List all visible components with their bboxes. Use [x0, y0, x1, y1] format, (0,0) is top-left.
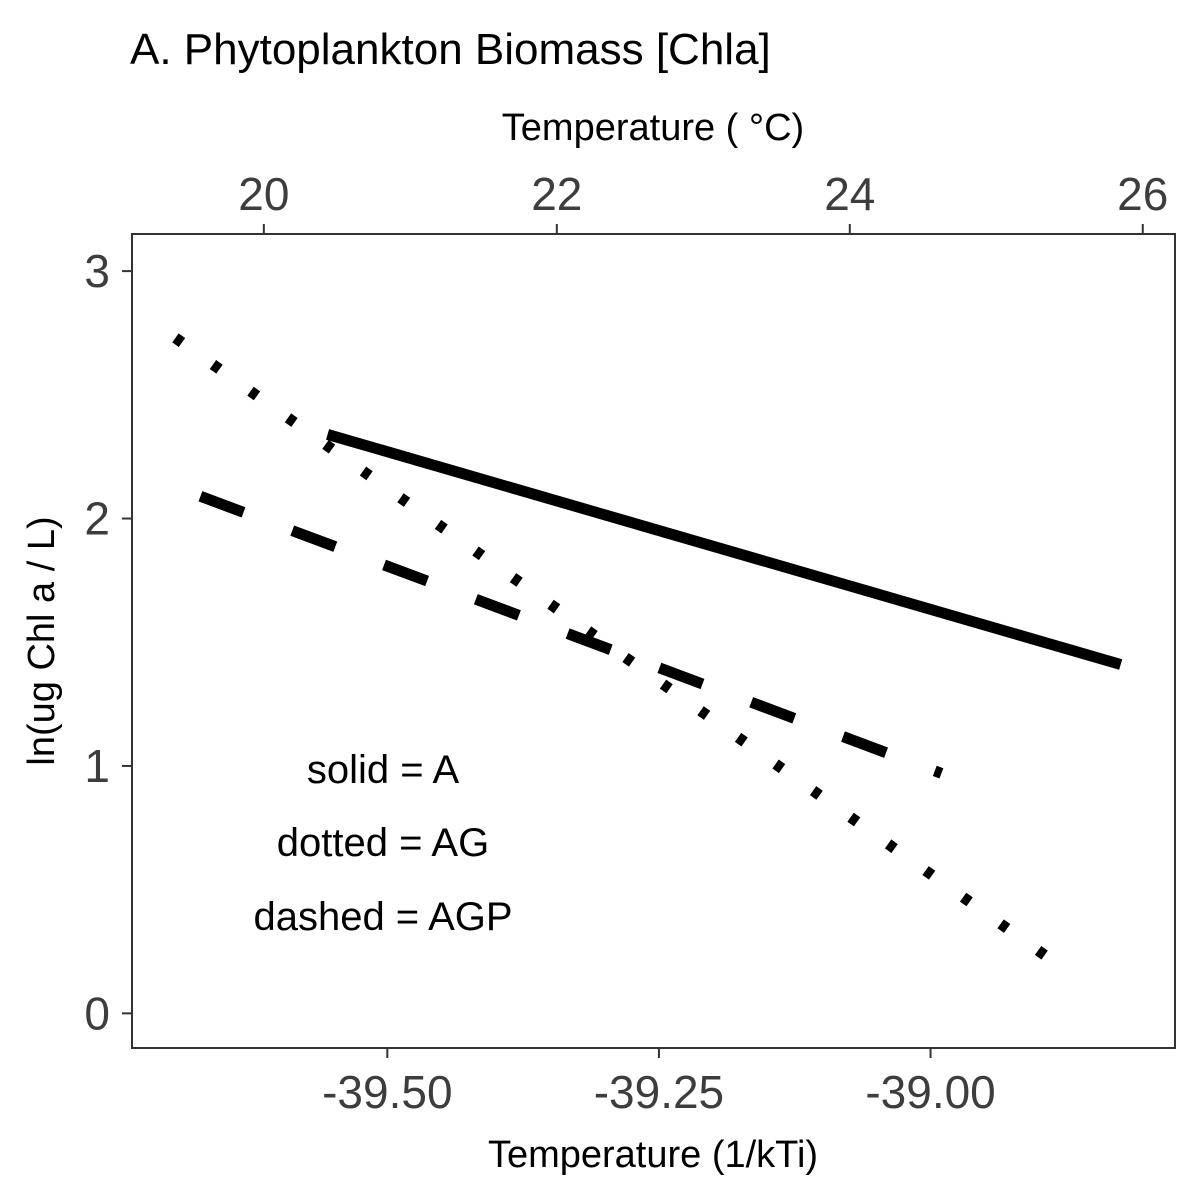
series-layer: [172, 333, 1123, 964]
x-tick-label: -39.00: [865, 1066, 995, 1118]
plot-frame: [131, 233, 1176, 1049]
x-axis-title: Temperature (1/kTi): [488, 1134, 818, 1176]
x-tick-label: -39.50: [322, 1066, 452, 1118]
legend-annotation-solid: solid = A: [307, 748, 460, 792]
top-tick-label: 24: [824, 168, 875, 220]
y-axis-title: ln(ug Chl a / L): [21, 516, 63, 765]
top-axis-title: Temperature ( °C): [502, 107, 804, 149]
top-tick-label: 20: [238, 168, 289, 220]
y-tick-label: 3: [84, 245, 110, 297]
series-line-a: [326, 429, 1123, 670]
ticks-layer: -39.50 -39.25 -39.00 20 22 24 26 0 1 2 3: [84, 168, 1168, 1118]
top-tick-label: 22: [531, 168, 582, 220]
chart-title: A. Phytoplankton Biomass [Chla]: [130, 25, 771, 74]
x-tick-label: -39.25: [594, 1066, 724, 1118]
series-line-agp: [198, 491, 944, 779]
y-tick-label: 1: [84, 740, 110, 792]
y-tick-label: 0: [84, 987, 110, 1039]
y-tick-label: 2: [84, 493, 110, 545]
legend-annotation-dashed: dashed = AGP: [253, 895, 512, 939]
top-tick-label: 26: [1117, 168, 1168, 220]
legend-annotation-dotted: dotted = AG: [277, 821, 489, 865]
